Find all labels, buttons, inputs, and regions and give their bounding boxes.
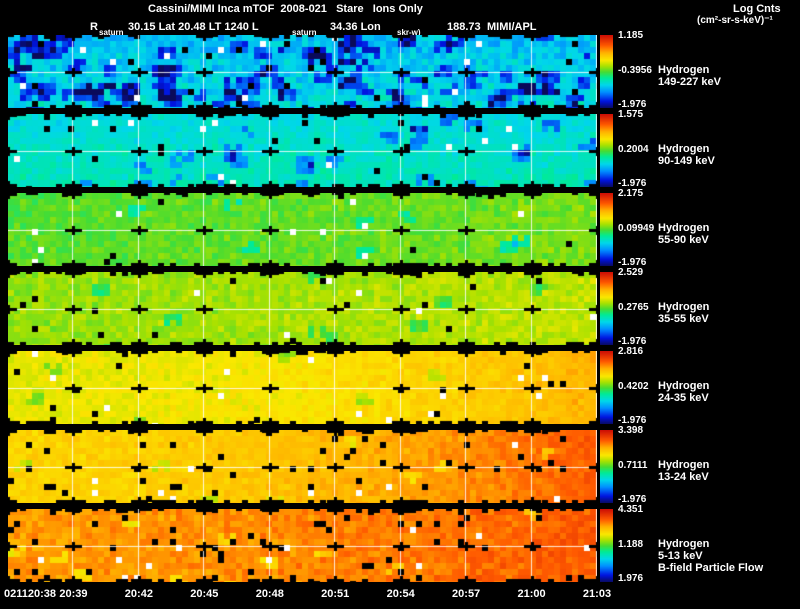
heatmap-canvas-4 (8, 272, 597, 345)
species-label: Hydrogen (658, 380, 710, 392)
spectrogram-panel-6: 3.398 0.7111 -1.976 Hydrogen 13-24 keV (0, 425, 800, 505)
ephemeris-r-subscript: saturn (99, 28, 124, 37)
energy-label-block: Hydrogen 35-55 keV (658, 301, 709, 325)
colorbar-5 (600, 351, 613, 424)
colorbar-tick-max: 3.398 (618, 425, 644, 436)
colorbar-tick-max: 1.575 (618, 109, 644, 120)
colorbar-tick-max: 4.351 (618, 504, 644, 515)
colorbar-6 (600, 430, 613, 503)
time-label: 20:48 (255, 588, 284, 600)
ephemeris-main: 30.15 Lat 20.48 LT 1240 L (128, 21, 259, 33)
energy-range-label: 149-227 keV (658, 76, 721, 88)
colorbar-tick-mid: 0.09949 (618, 223, 655, 234)
time-label: 20:57 (452, 588, 481, 600)
colorbar-tick-max: 1.185 (618, 30, 644, 41)
spectrogram-panel-1: 1.185 -0.3956 -1.976 Hydrogen 149-227 keV (0, 30, 800, 110)
ephemeris-l-subscript: saturn (292, 28, 317, 37)
spectrogram-panel-4: 2.529 0.2765 -1.976 Hydrogen 35-55 keV (0, 267, 800, 347)
colorbar-7 (600, 509, 613, 582)
time-label: 20:51 (321, 588, 350, 600)
heatmap-canvas-1 (8, 35, 597, 108)
spectrogram-panel-2: 1.575 0.2004 -1.976 Hydrogen 90-149 keV (0, 109, 800, 189)
energy-range-label: 13-24 keV (658, 471, 709, 483)
energy-label-block: Hydrogen 24-35 keV (658, 380, 709, 404)
ephemeris-r-label: R (90, 21, 98, 33)
time-label: 21:03 (582, 588, 612, 600)
energy-label-block: Hydrogen 5-13 keV B-field Particle Flow (658, 538, 763, 574)
energy-label-block: Hydrogen 13-24 keV (658, 459, 709, 483)
colorbar-units-line2: (cm²-sr-s-keV)⁻¹ (697, 15, 773, 26)
ephemeris-value2: 188.73 (447, 21, 481, 33)
energy-label-block: Hydrogen 55-90 keV (658, 222, 709, 246)
species-label: Hydrogen (658, 459, 710, 471)
colorbar-4 (600, 272, 613, 345)
colorbar-tick-mid: 0.7111 (618, 460, 648, 471)
ephemeris-lon-subscript: skr-w) (397, 28, 421, 37)
colorbar-tick-min: -1.976 (618, 257, 647, 268)
colorbar-2 (600, 114, 613, 187)
colorbar-tick-min: -1.976 (618, 178, 647, 189)
colorbar-1 (600, 35, 613, 108)
colorbar-tick-min: -1.976 (618, 99, 647, 110)
heatmap-canvas-6 (8, 430, 597, 503)
species-label: Hydrogen (658, 538, 710, 550)
species-label: Hydrogen (658, 222, 710, 234)
energy-range-label: 24-35 keV (658, 392, 709, 404)
ephemeris-lon: 34.36 Lon (330, 21, 381, 33)
colorbar-tick-min: -1.976 (618, 494, 647, 505)
colorbar-tick-mid: 0.2004 (618, 144, 649, 155)
colorbar-tick-min: -1.976 (618, 336, 647, 347)
colorbar-tick-max: 2.529 (618, 267, 644, 278)
colorbar-units-line1: Log Cnts (733, 3, 781, 15)
colorbar-tick-max: 2.175 (618, 188, 644, 199)
energy-range-label: 55-90 keV (658, 234, 709, 246)
time-label: 20:42 (124, 588, 153, 600)
time-label: 021120:38 (4, 588, 56, 600)
colorbar-tick-mid: 1.188 (618, 539, 644, 550)
colorbar-tick-mid: -0.3956 (618, 65, 652, 76)
colorbar-tick-mid: 0.4202 (618, 381, 649, 392)
time-label: 20:45 (190, 588, 219, 600)
credit-label: MIMI/APL (487, 21, 537, 33)
spectrogram-panel-7: 4.351 1.188 1.976 Hydrogen 5-13 keV B-field P… (0, 504, 800, 584)
energy-range-label: 90-149 keV (658, 155, 715, 167)
time-axis: 021120:38 20:39 20:42 20:45 20:48 20:51 20:54 2… (0, 588, 800, 604)
heatmap-canvas-3 (8, 193, 597, 266)
energy-label-block: Hydrogen 90-149 keV (658, 143, 715, 167)
time-label: 20:54 (386, 588, 415, 600)
colorbar-tick-min: -1.976 (618, 415, 647, 426)
colorbar-tick-mid: 0.2765 (618, 302, 649, 313)
colorbar-3 (600, 193, 613, 266)
bfield-particle-flow-label: B-field Particle Flow (658, 562, 764, 574)
species-label: Hydrogen (658, 143, 710, 155)
species-label: Hydrogen (658, 301, 710, 313)
heatmap-canvas-2 (8, 114, 597, 187)
time-label: 20:39 (59, 588, 88, 600)
spectrogram-panel-3: 2.175 0.09949 -1.976 Hydrogen 55-90 keV (0, 188, 800, 268)
time-label: 21:00 (517, 588, 546, 600)
heatmap-canvas-5 (8, 351, 597, 424)
plot-title: Cassini/MIMI Inca mTOF 2008-021 Stare Io… (148, 3, 423, 15)
colorbar-tick-min: 1.976 (618, 573, 644, 584)
species-label: Hydrogen (658, 64, 710, 76)
colorbar-tick-max: 2.816 (618, 346, 644, 357)
energy-range-label: 35-55 keV (658, 313, 709, 325)
energy-range-label: 5-13 keV (658, 550, 703, 562)
heatmap-canvas-7 (8, 509, 597, 582)
spectrogram-panel-5: 2.816 0.4202 -1.976 Hydrogen 24-35 keV (0, 346, 800, 426)
energy-label-block: Hydrogen 149-227 keV (658, 64, 721, 88)
